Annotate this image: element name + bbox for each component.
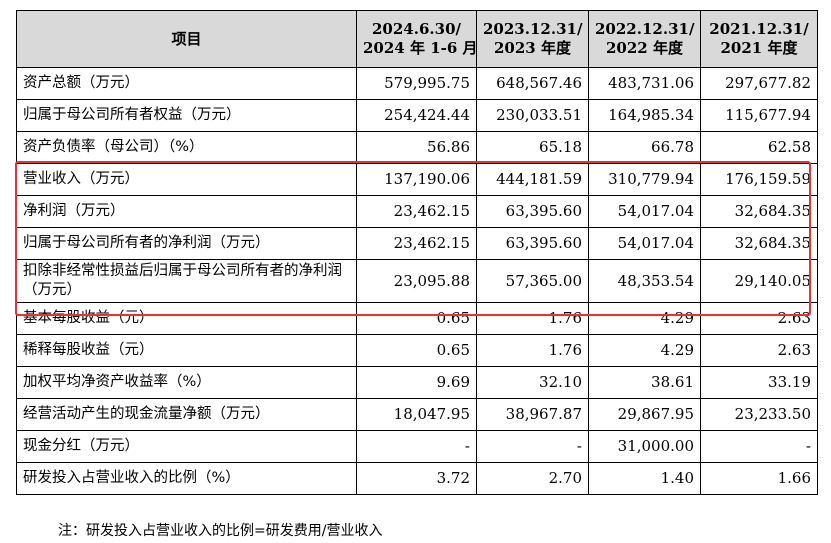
row-label: 研发投入占营业收入的比例（%） [16,462,357,495]
row-label: 营业收入（万元） [16,163,357,196]
cell-value: 230,033.51 [476,99,589,132]
cell-value: 38.61 [588,366,701,399]
cell-value: 483,731.06 [588,67,701,100]
cell-value: 65.18 [476,131,589,164]
row-label: 归属于母公司所有者的净利润（万元） [16,227,357,260]
cell-value: 297,677.82 [700,67,818,100]
cell-value: - [476,430,589,463]
cell-value: 4.29 [588,334,701,367]
header-item: 项目 [16,10,357,68]
cell-value: 18,047.95 [356,398,477,431]
cell-value: 32,684.35 [700,195,818,228]
cell-value: 2.63 [700,302,818,335]
cell-value: 23,462.15 [356,195,477,228]
header-col-line1: 2024.6.30/ [372,20,461,38]
header-col-line1: 2023.12.31/ [483,20,583,38]
cell-value: 4.29 [588,302,701,335]
cell-value: 2.63 [700,334,818,367]
header-col-2022: 2022.12.31/ 2022 年度 [588,10,701,68]
header-col-2023: 2023.12.31/ 2023 年度 [476,10,589,68]
cell-value: 56.86 [356,131,477,164]
row-label: 扣除非经常性损益后归属于母公司所有者的净利润（万元） [16,259,357,303]
cell-value: 57,365.00 [476,259,589,303]
table-row: 稀释每股收益（元） 0.65 1.76 4.29 2.63 [16,334,818,367]
cell-value: 33.19 [700,366,818,399]
cell-value: 32.10 [476,366,589,399]
table-row: 归属于母公司所有者的净利润（万元） 23,462.15 63,395.60 54… [16,227,818,260]
table-row: 现金分红（万元） - - 31,000.00 - [16,430,818,463]
cell-value: 1.76 [476,302,589,335]
header-col-line2: 2021 年度 [720,39,798,57]
cell-value: 63,395.60 [476,227,589,260]
header-col-2021: 2021.12.31/ 2021 年度 [700,10,818,68]
row-label: 现金分红（万元） [16,430,357,463]
header-col-line2: 2023 年度 [494,39,571,57]
table-row: 加权平均净资产收益率（%） 9.69 32.10 38.61 33.19 [16,366,818,399]
header-col-line1: 2021.12.31/ [709,20,809,38]
cell-value: - [700,430,818,463]
cell-value: 23,095.88 [356,259,477,303]
table-row: 基本每股收益（元） 0.65 1.76 4.29 2.63 [16,302,818,335]
row-label: 稀释每股收益（元） [16,334,357,367]
cell-value: 62.58 [700,131,818,164]
cell-value: 9.69 [356,366,477,399]
cell-value: 32,684.35 [700,227,818,260]
cell-value: 66.78 [588,131,701,164]
table-row: 净利润（万元） 23,462.15 63,395.60 54,017.04 32… [16,195,818,228]
cell-value: 48,353.54 [588,259,701,303]
cell-value: 444,181.59 [476,163,589,196]
cell-value: 579,995.75 [356,67,477,100]
cell-value: 310,779.94 [588,163,701,196]
cell-value: 137,190.06 [356,163,477,196]
table-row: 营业收入（万元） 137,190.06 444,181.59 310,779.9… [16,163,818,196]
cell-value: 54,017.04 [588,227,701,260]
header-col-line2: 2022 年度 [606,39,683,57]
cell-value: 0.65 [356,334,477,367]
cell-value: 23,233.50 [700,398,818,431]
table-header-row: 项目 2024.6.30/ 2024 年 1-6 月 2023.12.31/ 2… [16,10,818,68]
table-row: 研发投入占营业收入的比例（%） 3.72 2.70 1.40 1.66 [16,462,818,495]
cell-value: 176,159.59 [700,163,818,196]
cell-value: 1.76 [476,334,589,367]
cell-value: 3.72 [356,462,477,495]
cell-value: 1.40 [588,462,701,495]
cell-value: 31,000.00 [588,430,701,463]
cell-value: 1.66 [700,462,818,495]
cell-value: 0.65 [356,302,477,335]
table-row: 经营活动产生的现金流量净额（万元） 18,047.95 38,967.87 29… [16,398,818,431]
row-label: 资产总额（万元） [16,67,357,100]
cell-value: 29,140.05 [700,259,818,303]
row-label: 基本每股收益（元） [16,302,357,335]
cell-value: - [356,430,477,463]
row-label: 资产负债率（母公司）（%） [16,131,357,164]
table-row: 资产负债率（母公司）（%） 56.86 65.18 66.78 62.58 [16,131,818,164]
cell-value: 254,424.44 [356,99,477,132]
cell-value: 29,867.95 [588,398,701,431]
table-row: 归属于母公司所有者权益（万元） 254,424.44 230,033.51 16… [16,99,818,132]
header-col-line2: 2024 年 1-6 月 [363,39,477,57]
row-label: 经营活动产生的现金流量净额（万元） [16,398,357,431]
cell-value: 648,567.46 [476,67,589,100]
cell-value: 115,677.94 [700,99,818,132]
table-row: 资产总额（万元） 579,995.75 648,567.46 483,731.0… [16,67,818,100]
row-label: 归属于母公司所有者权益（万元） [16,99,357,132]
cell-value: 2.70 [476,462,589,495]
row-label: 加权平均净资产收益率（%） [16,366,357,399]
cell-value: 23,462.15 [356,227,477,260]
header-col-2024h1: 2024.6.30/ 2024 年 1-6 月 [356,10,477,68]
cell-value: 164,985.34 [588,99,701,132]
cell-value: 54,017.04 [588,195,701,228]
cell-value: 63,395.60 [476,195,589,228]
financial-table: 项目 2024.6.30/ 2024 年 1-6 月 2023.12.31/ 2… [16,10,818,495]
cell-value: 38,967.87 [476,398,589,431]
table-row: 扣除非经常性损益后归属于母公司所有者的净利润（万元） 23,095.88 57,… [16,259,818,303]
row-label: 净利润（万元） [16,195,357,228]
header-col-line1: 2022.12.31/ [595,20,695,38]
footnote: 注：研发投入占营业收入的比例=研发费用/营业收入 [58,523,383,539]
